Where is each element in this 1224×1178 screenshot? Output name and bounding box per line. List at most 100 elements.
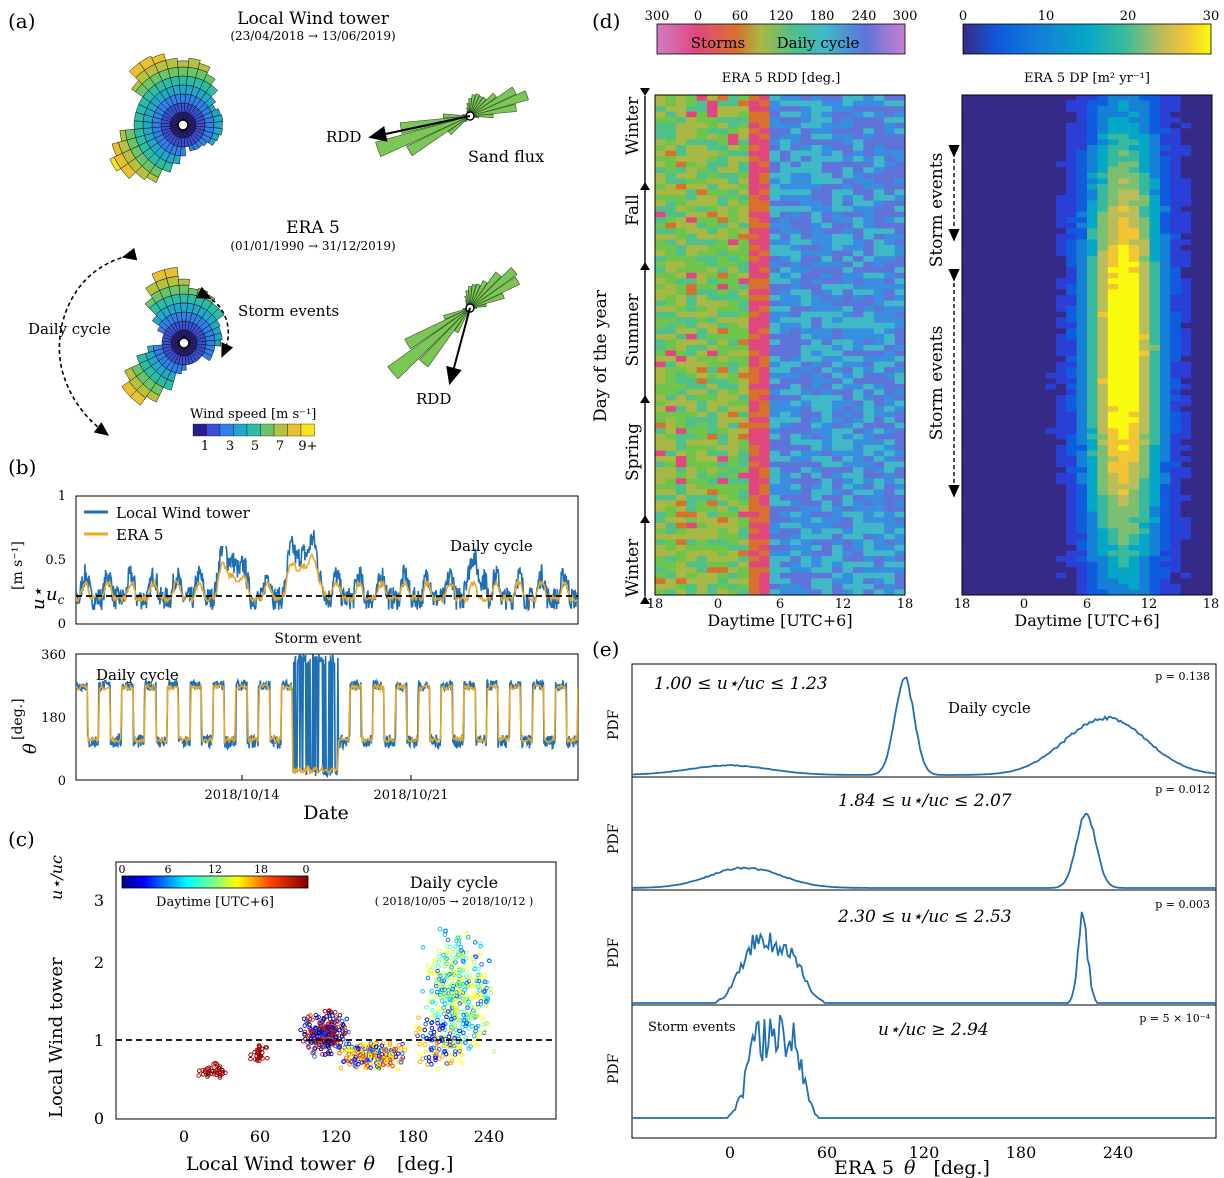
rdd-cell bbox=[655, 172, 666, 179]
rdd-cell bbox=[894, 545, 906, 551]
rdd-cell bbox=[811, 372, 822, 379]
rdd-cell bbox=[738, 106, 750, 112]
dp-cell bbox=[1170, 189, 1182, 196]
rdd-cell bbox=[852, 556, 864, 562]
dp-cell bbox=[972, 100, 984, 107]
dp-cell bbox=[1024, 150, 1036, 157]
rdd-cell bbox=[780, 478, 791, 485]
rdd-cell bbox=[780, 256, 791, 262]
rdd-cell bbox=[727, 295, 739, 301]
rdd-cell bbox=[727, 539, 739, 546]
rdd-cell bbox=[759, 539, 770, 546]
dp-cell bbox=[972, 95, 984, 101]
dp-cell bbox=[1149, 95, 1161, 101]
rdd-cell bbox=[727, 583, 739, 590]
rdd-cell bbox=[707, 345, 718, 351]
rdd-cell bbox=[727, 272, 739, 279]
rdd-cell bbox=[655, 461, 666, 468]
dp-cell bbox=[993, 183, 1004, 190]
rdd-cell bbox=[821, 567, 833, 574]
speed-swatch bbox=[246, 423, 261, 437]
dp-cell bbox=[1107, 339, 1119, 346]
rdd-cell bbox=[821, 139, 833, 146]
dp-cell bbox=[1107, 367, 1119, 374]
dp-cell bbox=[1034, 117, 1046, 124]
scatter-point bbox=[433, 983, 439, 989]
rdd-cell bbox=[842, 139, 854, 146]
rdd-cell bbox=[894, 361, 906, 368]
rdd-cell bbox=[748, 117, 760, 124]
rdd-cell bbox=[821, 322, 833, 329]
rdd-cell bbox=[769, 428, 781, 435]
rdd-cell bbox=[686, 200, 697, 207]
dp-cell bbox=[1118, 150, 1129, 157]
rdd-cell bbox=[842, 422, 854, 429]
scatter-point bbox=[395, 1051, 401, 1056]
rdd-cell bbox=[665, 511, 677, 518]
scatter-point bbox=[338, 1040, 343, 1045]
rdd-cell bbox=[884, 172, 895, 179]
rdd-cell bbox=[769, 361, 781, 368]
rdd-cell bbox=[852, 406, 864, 412]
rdd-cell bbox=[738, 545, 750, 551]
rdd-cell bbox=[842, 406, 854, 412]
dp-cell bbox=[1076, 300, 1088, 307]
rdd-cell bbox=[790, 145, 802, 151]
rdd-cell bbox=[821, 333, 833, 340]
dp-cell bbox=[1149, 328, 1161, 335]
rdd-cell bbox=[811, 117, 822, 124]
flux-wedge bbox=[443, 307, 471, 320]
rdd-cell bbox=[780, 156, 791, 162]
rdd-cell bbox=[832, 195, 843, 201]
rdd-cell bbox=[707, 111, 718, 118]
rdd-cell bbox=[790, 578, 802, 585]
scatter-point bbox=[364, 1043, 370, 1049]
rdd-cell bbox=[727, 533, 739, 540]
rdd-cell bbox=[790, 533, 802, 540]
rdd-cell bbox=[655, 550, 666, 557]
dp-cell bbox=[1034, 306, 1046, 312]
rdd-cell bbox=[790, 245, 802, 251]
dp-cell bbox=[1128, 367, 1140, 374]
rdd-cell bbox=[748, 128, 760, 135]
scatter-point bbox=[441, 1011, 446, 1017]
dp-cell bbox=[1118, 200, 1129, 207]
rdd-cell bbox=[759, 283, 770, 290]
rdd-cell bbox=[675, 322, 687, 329]
dp-cell bbox=[1045, 311, 1057, 318]
dp-cell bbox=[1128, 156, 1140, 162]
rdd-cell bbox=[780, 561, 791, 568]
scatter-point bbox=[440, 970, 446, 975]
rdd-cell bbox=[717, 222, 729, 229]
scatter-point bbox=[373, 1044, 379, 1049]
rdd-cell bbox=[852, 511, 864, 518]
rdd-cell bbox=[821, 533, 833, 540]
scatter-point bbox=[441, 1005, 446, 1011]
rdd-cell bbox=[821, 300, 833, 307]
rdd-cell bbox=[769, 189, 781, 196]
dp-cell bbox=[993, 272, 1004, 279]
rdd-cell bbox=[759, 400, 770, 407]
rdd-cell bbox=[727, 289, 739, 296]
rdd-cell bbox=[696, 533, 708, 540]
dp-cell bbox=[1045, 106, 1057, 112]
rdd-cell bbox=[686, 395, 697, 401]
dp-cell bbox=[1128, 145, 1140, 151]
rdd-cell bbox=[884, 267, 895, 274]
rdd-cell bbox=[696, 161, 708, 168]
rdd-cell bbox=[738, 550, 750, 557]
scatter-point bbox=[472, 965, 478, 971]
dp-cell bbox=[1066, 133, 1077, 140]
rdd-cell bbox=[790, 422, 802, 429]
rdd-cell bbox=[842, 417, 854, 424]
dp-cell bbox=[1076, 339, 1088, 346]
dp-cell bbox=[1045, 356, 1057, 362]
rdd-cell bbox=[748, 311, 760, 318]
dp-cell bbox=[1201, 206, 1213, 212]
dp-cell bbox=[972, 306, 984, 312]
dp-cell bbox=[1191, 283, 1202, 290]
rdd-cell bbox=[832, 389, 843, 396]
rdd-cell bbox=[707, 156, 718, 162]
rdd-cell bbox=[759, 583, 770, 590]
scatter-point bbox=[391, 1047, 396, 1053]
